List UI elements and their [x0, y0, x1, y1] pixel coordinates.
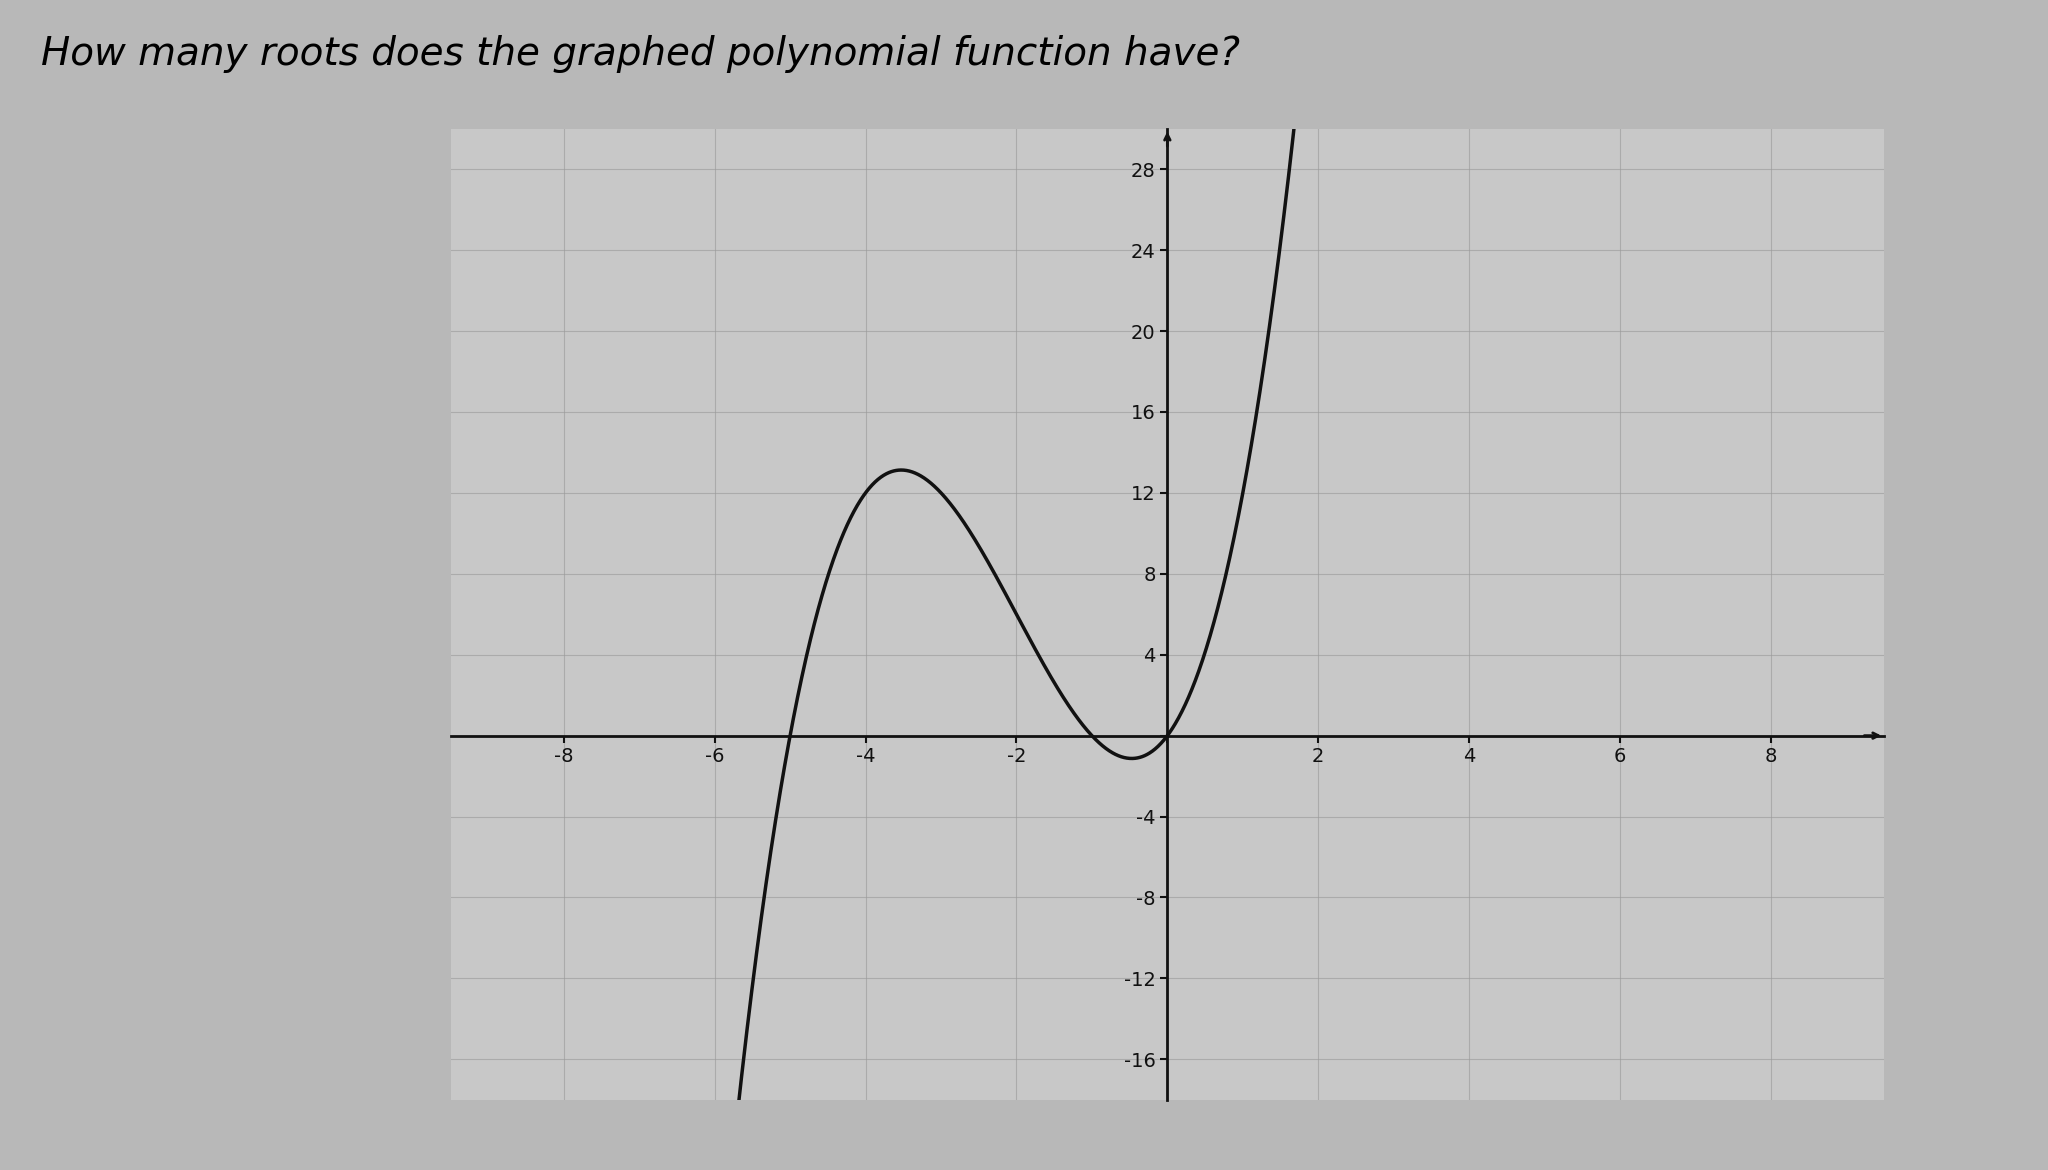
Text: How many roots does the graphed polynomial function have?: How many roots does the graphed polynomi…: [41, 35, 1239, 73]
